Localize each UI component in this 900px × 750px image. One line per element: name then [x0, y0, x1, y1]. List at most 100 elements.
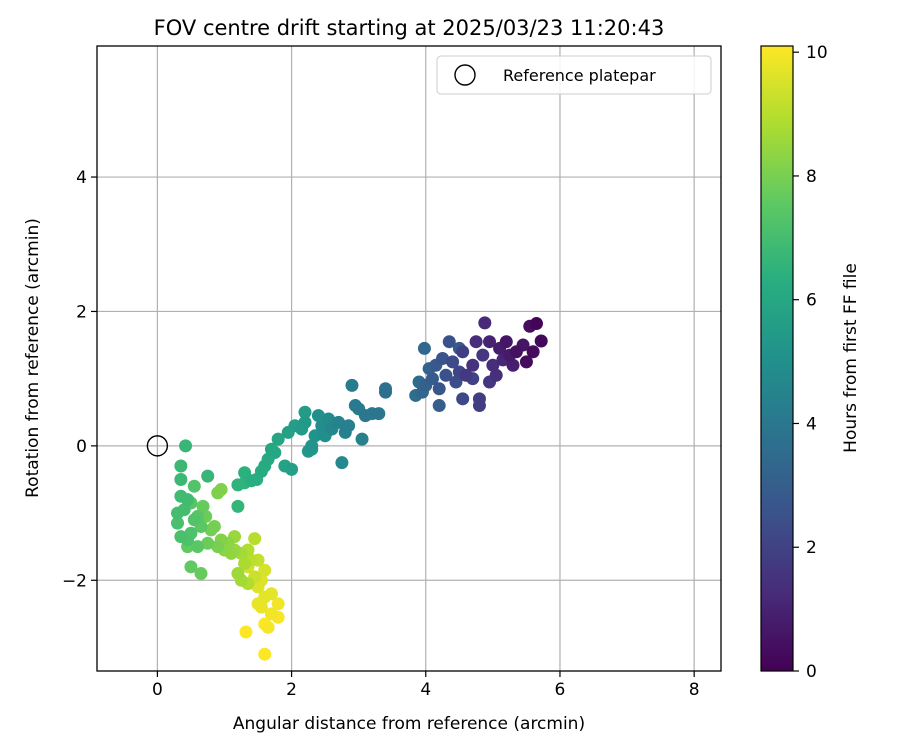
- data-point: [271, 597, 285, 611]
- colorbar-frame: [760, 45, 794, 672]
- data-point: [442, 335, 456, 349]
- x-axis-ticks: 0 2 4 6 8: [152, 671, 700, 700]
- data-point: [355, 432, 369, 446]
- data-point: [476, 348, 490, 362]
- data-point: [348, 399, 362, 413]
- data-point: [201, 469, 215, 483]
- data-point: [254, 600, 268, 614]
- data-point: [519, 355, 533, 369]
- colorbar-tick-label: 8: [806, 167, 817, 187]
- data-point: [321, 412, 335, 426]
- data-point: [469, 335, 483, 349]
- data-point: [184, 560, 198, 574]
- colorbar-tick-label: 2: [806, 538, 817, 558]
- data-point: [298, 415, 312, 429]
- data-point: [534, 334, 548, 348]
- data-point: [506, 358, 520, 372]
- data-point: [439, 368, 453, 382]
- data-point: [472, 392, 486, 406]
- legend-marker-open-circle: [454, 64, 476, 86]
- data-point: [238, 556, 252, 570]
- chart-title: FOV centre drift starting at 2025/03/23 …: [154, 16, 665, 40]
- data-point: [244, 474, 258, 488]
- x-tick-label: 8: [689, 680, 700, 700]
- data-point: [499, 335, 513, 349]
- legend-box: [436, 55, 712, 95]
- colorbar-tick-label: 0: [806, 662, 817, 682]
- reference-marker: [146, 435, 169, 457]
- data-point: [254, 464, 268, 478]
- data-point: [285, 462, 299, 476]
- data-point: [181, 493, 195, 507]
- data-point: [239, 625, 253, 639]
- data-point: [201, 536, 215, 550]
- data-point: [187, 479, 201, 493]
- reference-platepar-point: [146, 435, 169, 457]
- legend: Reference platepar: [436, 55, 712, 95]
- data-point: [177, 503, 191, 517]
- data-point: [449, 375, 463, 389]
- data-point: [425, 372, 439, 386]
- y-tick-label: −2: [62, 571, 87, 591]
- colorbar-gradient: [761, 46, 793, 671]
- data-point: [446, 355, 460, 369]
- data-point: [456, 345, 470, 359]
- data-point: [231, 499, 245, 513]
- data-point: [432, 382, 446, 396]
- x-tick-label: 2: [286, 680, 297, 700]
- data-point: [509, 345, 523, 359]
- x-tick-label: 4: [420, 680, 431, 700]
- data-point: [204, 523, 218, 537]
- data-point: [483, 335, 497, 349]
- y-axis-title: Rotation from reference (arcmin): [23, 218, 43, 498]
- data-point: [308, 429, 322, 443]
- data-point: [258, 563, 272, 577]
- data-point: [174, 459, 188, 473]
- data-point: [298, 405, 312, 419]
- y-tick-label: 2: [76, 302, 87, 322]
- data-point: [489, 368, 503, 382]
- data-point: [187, 513, 201, 527]
- plot-frame: [96, 45, 722, 672]
- data-point: [345, 378, 359, 392]
- data-point: [174, 530, 188, 544]
- data-point: [305, 439, 319, 453]
- data-point: [248, 532, 262, 546]
- plot-area: [97, 46, 721, 671]
- data-point: [358, 409, 372, 423]
- data-point: [372, 407, 386, 421]
- x-tick-label: 6: [555, 680, 566, 700]
- data-point: [258, 647, 272, 661]
- y-tick-label: 0: [76, 437, 87, 457]
- y-axis-ticks: −2 0 2 4: [62, 168, 97, 591]
- data-point: [171, 516, 185, 530]
- data-point: [211, 540, 225, 554]
- data-point: [264, 442, 278, 456]
- data-point: [466, 358, 480, 372]
- data-point: [379, 385, 393, 399]
- data-point: [486, 358, 500, 372]
- colorbar-tick-label: 4: [806, 414, 817, 434]
- x-axis-title: Angular distance from reference (arcmin): [233, 714, 585, 734]
- data-point: [214, 483, 228, 497]
- colorbar-tick-label: 10: [806, 43, 828, 63]
- data-point: [332, 415, 346, 429]
- data-point: [271, 432, 285, 446]
- colorbar-tick-label: 6: [806, 291, 817, 311]
- data-point: [311, 409, 325, 423]
- data-point: [231, 478, 245, 492]
- data-point: [417, 341, 431, 355]
- data-point: [261, 620, 275, 634]
- data-point: [264, 607, 278, 621]
- colorbar-ticks: 0 2 4 6 8 10: [793, 43, 828, 682]
- data-point: [459, 368, 473, 382]
- data-point: [432, 399, 446, 413]
- data-point: [526, 345, 540, 359]
- data-point: [456, 392, 470, 406]
- data-point: [342, 419, 356, 433]
- data-points: [171, 316, 548, 661]
- data-point: [194, 567, 208, 581]
- x-tick-label: 0: [152, 680, 163, 700]
- data-point: [264, 587, 278, 601]
